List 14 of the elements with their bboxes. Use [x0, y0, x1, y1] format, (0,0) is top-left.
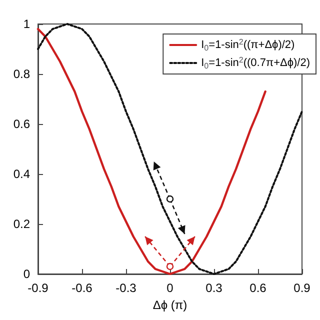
y-tick-label: 0.2 [13, 217, 30, 231]
x-tick-label: 0.9 [294, 281, 311, 295]
x-tick-label: -0.3 [116, 281, 137, 295]
y-tick-label: 1 [23, 17, 30, 31]
x-tick-label: 0.3 [206, 281, 223, 295]
x-tick-label: -0.6 [72, 281, 93, 295]
x-axis-title: Δϕ (π) [152, 298, 188, 312]
x-tick-label: 0.6 [250, 281, 267, 295]
y-tick-label: 0.8 [13, 67, 30, 81]
y-tick-label: 0.6 [13, 117, 30, 131]
y-tick-label: 0.4 [13, 167, 30, 181]
x-tick-label: 0 [166, 281, 174, 295]
y-tick-label: 0 [23, 267, 30, 281]
x-tick-label: -0.9 [28, 281, 49, 295]
